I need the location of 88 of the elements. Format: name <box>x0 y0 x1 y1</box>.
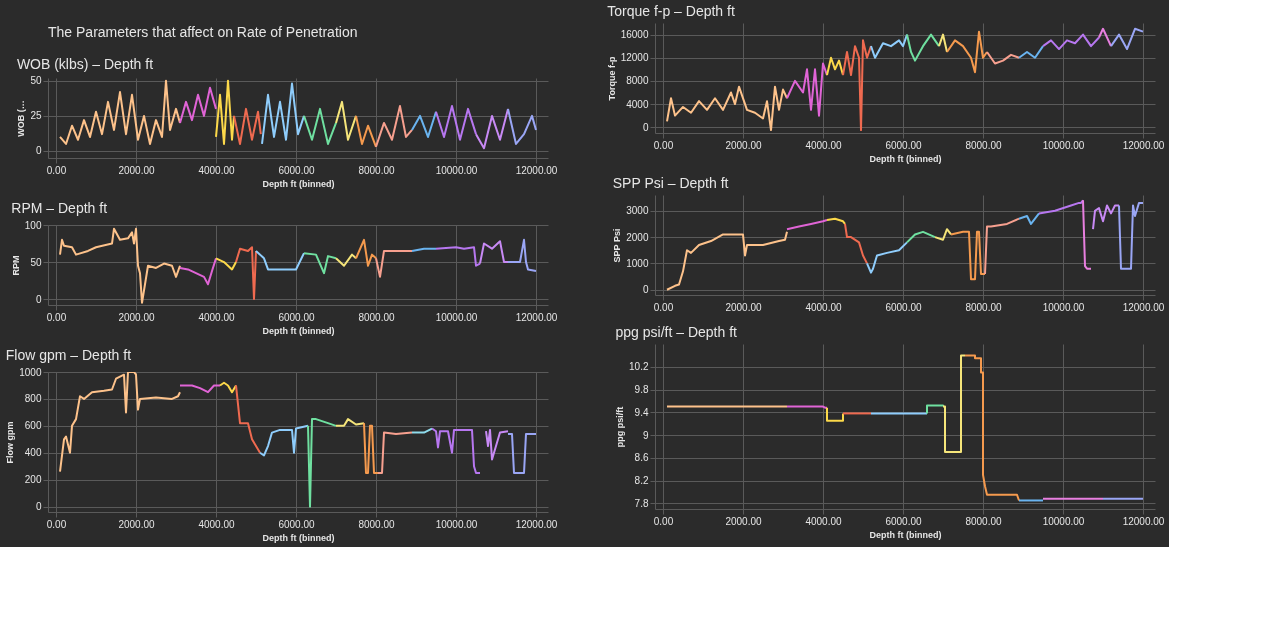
x-axis-title: Depth ft (binned) <box>869 153 942 164</box>
x-axis-title: Depth ft (binned) <box>262 178 335 189</box>
x-tick-label: 8000.00 <box>358 518 396 530</box>
x-tick-label: 4000.00 <box>198 164 236 176</box>
y-tick-label: 100 <box>24 219 42 231</box>
x-tick-label: 2000.00 <box>118 518 156 530</box>
x-tick-label: 12000.00 <box>515 164 558 176</box>
x-tick-label: 0.00 <box>46 518 67 530</box>
x-tick-label: 2000.00 <box>725 515 763 527</box>
x-tick-label: 4000.00 <box>805 515 843 527</box>
x-tick-label: 6000.00 <box>885 139 923 151</box>
y-tick-label: 9.8 <box>634 384 649 396</box>
x-tick-label: 0.00 <box>653 301 674 313</box>
y-tick-label: 0 <box>35 501 42 513</box>
y-tick-label: 8.6 <box>634 452 649 464</box>
y-tick-label: 0 <box>35 145 42 157</box>
y-tick-label: 0 <box>642 121 649 133</box>
chart-title: Torque f-p – Depth ft <box>607 3 735 19</box>
x-tick-label: 10000.00 <box>435 518 478 530</box>
chart-title: WOB (klbs) – Depth ft <box>16 55 154 72</box>
x-tick-label: 12000.00 <box>1122 515 1165 527</box>
y-tick-label: 12000 <box>620 52 649 64</box>
x-tick-label: 4000.00 <box>198 518 236 530</box>
x-tick-label: 6000.00 <box>278 518 316 530</box>
x-tick-label: 4000.00 <box>805 301 843 313</box>
y-axis-title: RPM <box>10 255 21 276</box>
chart-title: ppg psi/ft – Depth ft <box>615 324 738 340</box>
x-tick-label: 0.00 <box>46 311 67 323</box>
x-tick-label: 2000.00 <box>118 164 156 176</box>
y-tick-label: 1000 <box>19 366 42 378</box>
y-tick-label: 1000 <box>626 257 649 269</box>
x-tick-label: 4000.00 <box>805 139 843 151</box>
x-tick-label: 10000.00 <box>435 164 478 176</box>
x-tick-label: 6000.00 <box>278 164 316 176</box>
y-tick-label: 3000 <box>626 205 649 217</box>
y-axis-title: SPP Psi <box>612 228 623 263</box>
y-tick-label: 2000 <box>626 231 649 243</box>
x-tick-label: 12000.00 <box>1122 139 1165 151</box>
chart-title: RPM – Depth ft <box>11 200 108 216</box>
y-tick-label: 0 <box>35 293 42 305</box>
x-tick-label: 6000.00 <box>885 515 923 527</box>
x-tick-label: 8000.00 <box>965 515 1003 527</box>
x-tick-label: 12000.00 <box>515 518 558 530</box>
text: The Parameters that affect on Rate of Penetration <box>48 24 358 40</box>
x-tick-label: 0.00 <box>46 164 67 176</box>
y-tick-label: 9.4 <box>634 406 649 418</box>
y-tick-label: 200 <box>24 474 42 486</box>
y-tick-label: 400 <box>24 447 42 459</box>
x-tick-label: 6000.00 <box>278 311 316 323</box>
x-tick-label: 8000.00 <box>358 164 396 176</box>
x-tick-label: 4000.00 <box>198 311 236 323</box>
x-tick-label: 12000.00 <box>1122 301 1165 313</box>
x-axis-title: Depth ft (binned) <box>262 532 335 543</box>
y-axis-title: Torque f-p <box>606 56 617 101</box>
x-tick-label: 10000.00 <box>1042 515 1085 527</box>
y-tick-label: 50 <box>30 256 42 268</box>
x-axis-title: Depth ft (binned) <box>262 325 335 336</box>
x-tick-label: 2000.00 <box>725 301 763 313</box>
y-axis-title: ppg psi/ft <box>615 406 626 448</box>
y-tick-label: 16000 <box>620 29 649 41</box>
y-tick-label: 50 <box>30 75 42 87</box>
y-tick-label: 4000 <box>626 98 649 110</box>
x-tick-label: 0.00 <box>653 139 674 151</box>
x-tick-label: 8000.00 <box>965 139 1003 151</box>
x-tick-label: 10000.00 <box>1042 301 1085 313</box>
y-tick-label: 8.2 <box>634 475 649 487</box>
x-axis-title: Depth ft (binned) <box>869 529 942 540</box>
y-tick-label: 7.8 <box>634 497 649 509</box>
y-tick-label: 800 <box>24 393 42 405</box>
x-tick-label: 12000.00 <box>515 311 558 323</box>
x-tick-label: 8000.00 <box>358 311 396 323</box>
x-tick-label: 6000.00 <box>885 301 923 313</box>
chart-title: Flow gpm – Depth ft <box>5 347 132 363</box>
y-axis-title: WOB (… <box>16 100 27 137</box>
y-axis-title: Flow gpm <box>5 421 16 464</box>
x-tick-label: 8000.00 <box>965 301 1003 313</box>
y-tick-label: 600 <box>24 420 42 432</box>
x-tick-label: 10000.00 <box>435 311 478 323</box>
y-tick-label: 9 <box>642 429 649 441</box>
x-tick-label: 2000.00 <box>118 311 156 323</box>
x-tick-label: 10000.00 <box>1042 139 1085 151</box>
y-tick-label: 0 <box>642 284 649 296</box>
y-tick-label: 25 <box>30 110 42 122</box>
x-tick-label: 2000.00 <box>725 139 763 151</box>
y-tick-label: 10.2 <box>629 361 649 373</box>
chart-title: SPP Psi – Depth ft <box>612 175 729 191</box>
y-tick-label: 8000 <box>626 75 649 87</box>
x-tick-label: 0.00 <box>653 515 674 527</box>
